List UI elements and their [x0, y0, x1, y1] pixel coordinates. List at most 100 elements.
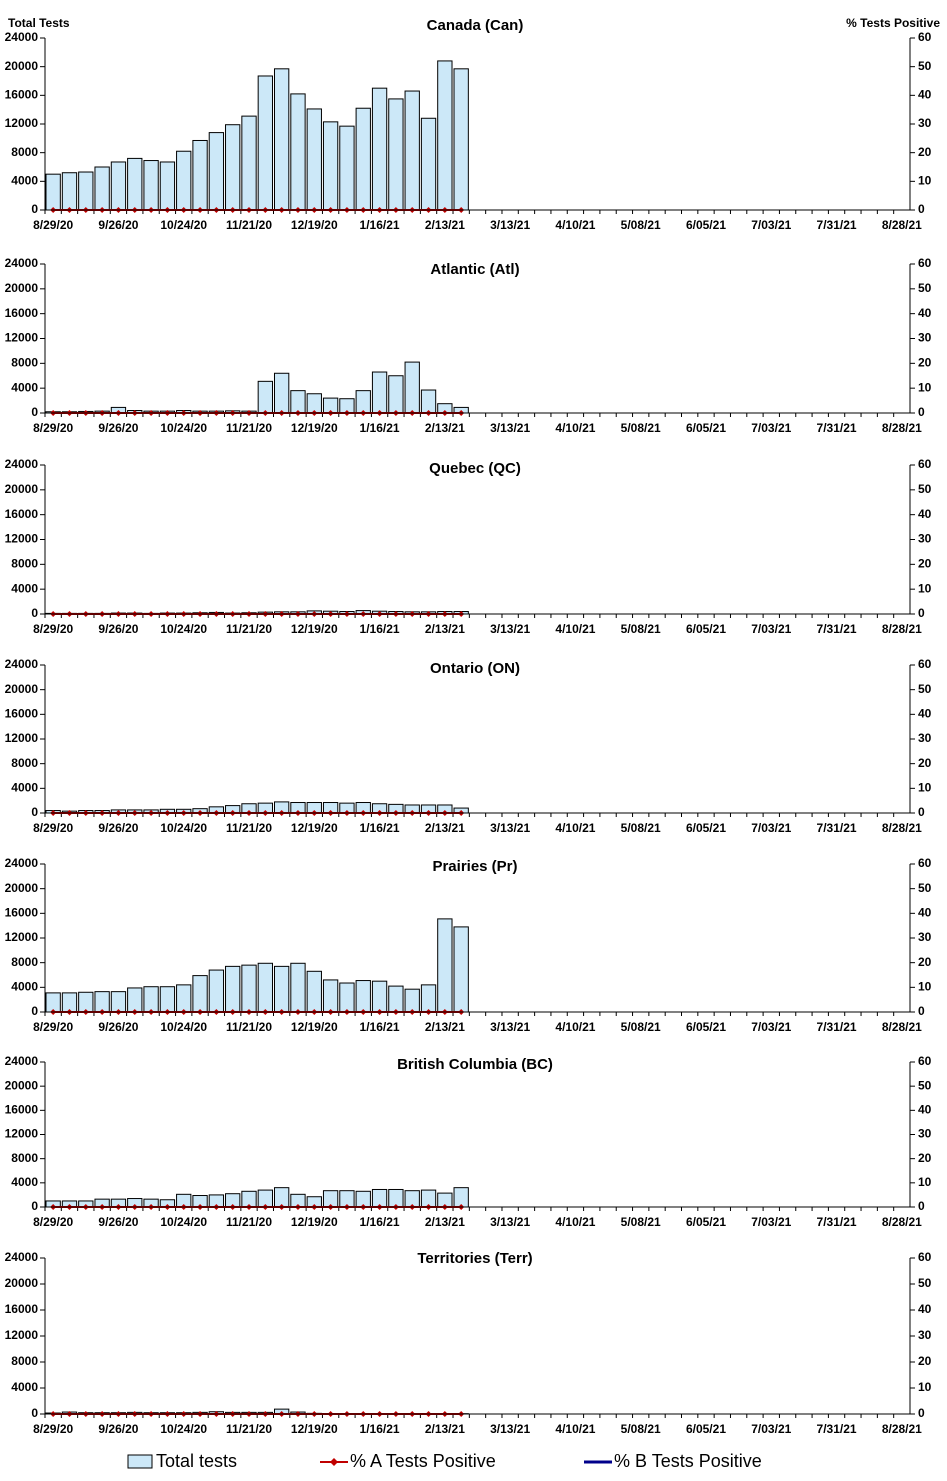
- y-tick-label: 0: [31, 1199, 38, 1213]
- y-tick-label: 12000: [5, 532, 39, 546]
- bar: [340, 983, 354, 1012]
- x-tick-label: 6/05/21: [686, 622, 726, 636]
- chart: Territories (Terr)0400080001200016000200…: [5, 1250, 932, 1436]
- x-tick-label: 10/24/20: [160, 1020, 207, 1034]
- x-tick-label: 4/10/21: [555, 218, 595, 232]
- y2-tick-label: 20: [918, 1354, 932, 1368]
- bar: [144, 161, 158, 210]
- x-tick-label: 9/26/20: [98, 1422, 138, 1436]
- y-axis-title: Total Tests: [8, 16, 70, 30]
- bar: [405, 362, 419, 413]
- y2-tick-label: 30: [918, 731, 932, 745]
- bar: [95, 992, 109, 1012]
- x-tick-label: 9/26/20: [98, 218, 138, 232]
- bar: [177, 151, 191, 210]
- y-tick-label: 0: [31, 805, 38, 819]
- x-tick-label: 10/24/20: [160, 421, 207, 435]
- x-tick-label: 8/28/21: [882, 1422, 922, 1436]
- bar: [46, 174, 60, 210]
- y2-tick-label: 60: [918, 657, 932, 671]
- x-tick-label: 1/16/21: [360, 622, 400, 636]
- y-tick-label: 8000: [11, 356, 38, 370]
- x-tick-label: 1/16/21: [360, 421, 400, 435]
- y-tick-label: 4000: [11, 174, 38, 188]
- bar: [193, 976, 207, 1012]
- y-tick-label: 24000: [5, 256, 39, 270]
- x-tick-label: 9/26/20: [98, 1215, 138, 1229]
- x-tick-label: 11/21/20: [226, 622, 272, 636]
- bar: [356, 981, 370, 1012]
- bar: [209, 970, 223, 1012]
- y2-tick-label: 0: [918, 202, 925, 216]
- y2-tick-label: 20: [918, 356, 932, 370]
- x-tick-label: 8/29/20: [33, 218, 73, 232]
- x-tick-label: 8/28/21: [882, 1020, 922, 1034]
- y-tick-label: 20000: [5, 1078, 39, 1092]
- bar: [111, 992, 125, 1012]
- x-tick-label: 6/05/21: [686, 1422, 726, 1436]
- x-tick-label: 1/16/21: [360, 218, 400, 232]
- bar: [356, 108, 370, 210]
- x-tick-label: 5/08/21: [621, 218, 661, 232]
- x-tick-label: 2/13/21: [425, 622, 465, 636]
- y-tick-label: 12000: [5, 930, 39, 944]
- y2-tick-label: 30: [918, 532, 932, 546]
- x-tick-label: 1/16/21: [360, 1215, 400, 1229]
- y2-tick-label: 60: [918, 856, 932, 870]
- y-tick-label: 0: [31, 405, 38, 419]
- y-tick-label: 12000: [5, 731, 39, 745]
- bar: [454, 69, 468, 210]
- chart-title: Atlantic (Atl): [430, 261, 519, 278]
- bar: [421, 985, 435, 1012]
- y-tick-label: 20000: [5, 281, 39, 295]
- x-tick-label: 5/08/21: [621, 1215, 661, 1229]
- y2-tick-label: 40: [918, 88, 932, 102]
- bar: [274, 966, 288, 1012]
- bar: [340, 126, 354, 210]
- y2-tick-label: 0: [918, 405, 925, 419]
- x-tick-label: 11/21/20: [226, 1020, 272, 1034]
- x-tick-label: 7/03/21: [751, 622, 791, 636]
- y-tick-label: 24000: [5, 1054, 39, 1068]
- bar: [421, 118, 435, 210]
- bar: [291, 963, 305, 1012]
- bar: [372, 88, 386, 210]
- y-tick-label: 8000: [11, 557, 38, 571]
- x-tick-label: 1/16/21: [360, 1020, 400, 1034]
- x-tick-label: 12/19/20: [291, 622, 338, 636]
- y2-tick-label: 0: [918, 1199, 925, 1213]
- x-tick-label: 7/03/21: [751, 1422, 791, 1436]
- bar: [438, 61, 452, 210]
- x-tick-label: 4/10/21: [555, 1422, 595, 1436]
- bar: [291, 391, 305, 413]
- x-tick-label: 6/05/21: [686, 218, 726, 232]
- x-tick-label: 8/28/21: [882, 622, 922, 636]
- x-tick-label: 7/31/21: [817, 1215, 857, 1229]
- x-tick-label: 10/24/20: [160, 622, 207, 636]
- x-tick-label: 7/31/21: [817, 218, 857, 232]
- x-tick-label: 7/31/21: [817, 1020, 857, 1034]
- x-tick-label: 8/28/21: [882, 1215, 922, 1229]
- bar: [389, 376, 403, 413]
- y-tick-label: 8000: [11, 756, 38, 770]
- bar: [193, 140, 207, 210]
- bar: [389, 99, 403, 210]
- y-tick-label: 24000: [5, 30, 39, 44]
- y2-tick-label: 0: [918, 606, 925, 620]
- chart-title: Prairies (Pr): [432, 858, 517, 875]
- x-tick-label: 8/28/21: [882, 218, 922, 232]
- bar: [438, 919, 452, 1012]
- chart: Canada (Can)Total Tests% Tests Positive0…: [5, 16, 941, 232]
- legend-label: Total tests: [156, 1451, 237, 1471]
- y-tick-label: 12000: [5, 116, 39, 130]
- x-tick-label: 4/10/21: [555, 421, 595, 435]
- y2-tick-label: 40: [918, 707, 932, 721]
- x-tick-label: 8/28/21: [882, 821, 922, 835]
- x-tick-label: 12/19/20: [291, 821, 338, 835]
- chart: Prairies (Pr)040008000120001600020000240…: [5, 856, 932, 1034]
- bar: [177, 985, 191, 1012]
- y-tick-label: 16000: [5, 1103, 39, 1117]
- x-tick-label: 7/31/21: [817, 622, 857, 636]
- y2-tick-label: 50: [918, 1276, 932, 1290]
